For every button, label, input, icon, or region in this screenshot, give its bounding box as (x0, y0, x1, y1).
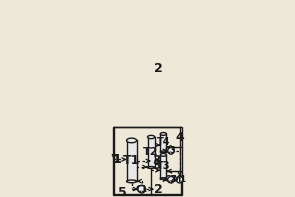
Ellipse shape (160, 178, 166, 179)
Ellipse shape (148, 135, 155, 139)
Text: M1: M1 (173, 175, 187, 184)
Text: T4: T4 (157, 137, 170, 147)
Ellipse shape (160, 151, 166, 153)
Bar (160, 134, 166, 152)
Circle shape (168, 148, 174, 154)
Text: 1: 1 (112, 153, 121, 166)
Text: T2: T2 (143, 147, 159, 157)
Ellipse shape (160, 153, 166, 156)
Text: 2: 2 (154, 183, 163, 196)
Ellipse shape (148, 166, 155, 168)
Ellipse shape (127, 138, 137, 143)
Text: 4: 4 (176, 131, 184, 144)
Text: C3: C3 (165, 146, 177, 155)
Bar (148, 137, 155, 167)
Bar (127, 140, 137, 181)
Text: 5: 5 (118, 186, 127, 197)
Circle shape (138, 185, 145, 193)
Circle shape (168, 177, 174, 183)
Text: C1: C1 (136, 185, 148, 194)
Circle shape (176, 177, 183, 183)
Text: 3: 3 (152, 159, 161, 172)
Text: 3: 3 (152, 154, 161, 167)
Text: T3: T3 (157, 161, 170, 171)
Ellipse shape (127, 180, 137, 183)
Text: 2: 2 (154, 62, 163, 75)
Bar (160, 155, 166, 178)
Text: 1: 1 (112, 153, 121, 166)
Text: T1: T1 (123, 154, 140, 167)
Ellipse shape (160, 133, 166, 135)
Text: C2: C2 (165, 175, 177, 184)
